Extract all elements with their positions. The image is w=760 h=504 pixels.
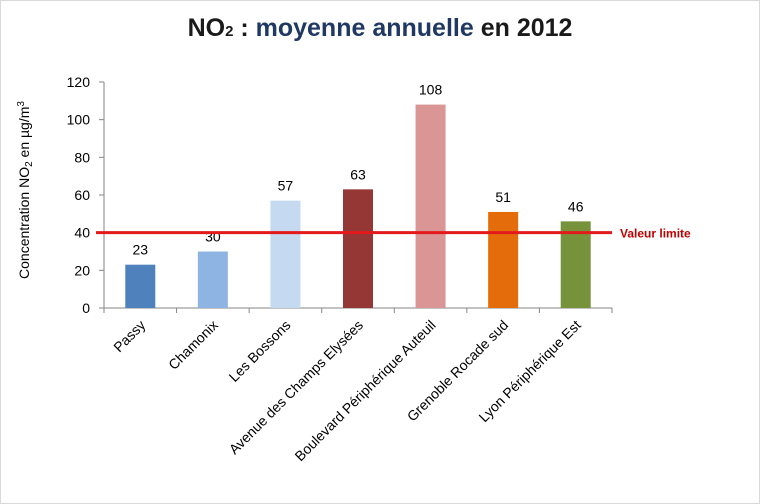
y-tick-label: 100 <box>67 112 91 128</box>
bar-value-label: 57 <box>278 178 294 194</box>
bar-value-label: 63 <box>350 166 366 182</box>
y-axis-label: Concentration NO2 en µg/m3 <box>16 101 35 279</box>
bar <box>343 189 373 308</box>
y-tick-label: 40 <box>74 225 90 241</box>
x-tick-label: Passy <box>110 317 148 355</box>
bar <box>197 251 228 308</box>
bar <box>560 221 591 308</box>
x-tick-label: Avenue des Champs Elysées <box>226 317 366 457</box>
bar-value-label: 108 <box>419 82 443 98</box>
y-tick-label: 120 <box>67 74 91 90</box>
y-tick-label: 80 <box>74 149 90 165</box>
bar-value-label: 23 <box>132 242 148 258</box>
bar-value-label: 46 <box>568 198 584 214</box>
bar <box>125 264 156 308</box>
x-tick-label: Les Bossons <box>226 317 294 385</box>
x-tick-label: Boulevard Périphérique Auteuil <box>291 317 438 464</box>
bar-value-label: 51 <box>495 189 511 205</box>
chart-title: NO2 : moyenne annuelle en 2012 <box>187 14 573 42</box>
bar <box>415 104 446 308</box>
x-tick-label: Chamonix <box>165 317 221 373</box>
limit-line-label: Valeur limite <box>620 227 691 241</box>
y-tick-label: 60 <box>74 187 90 203</box>
y-tick-label: 0 <box>82 300 90 316</box>
bar <box>270 200 301 308</box>
y-tick-label: 20 <box>74 262 90 278</box>
svg-text:Concentration NO2 en µg/m3: Concentration NO2 en µg/m3 <box>16 101 35 279</box>
bar-value-label: 30 <box>205 229 221 245</box>
bar <box>488 211 519 308</box>
